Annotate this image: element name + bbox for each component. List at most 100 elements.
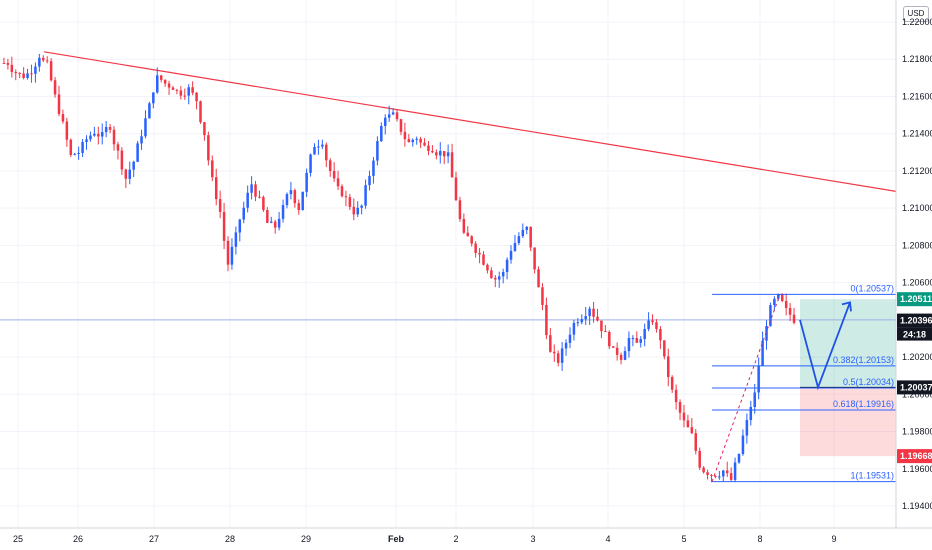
candle-body[interactable] bbox=[242, 207, 245, 220]
candle-body[interactable] bbox=[415, 138, 418, 140]
candle-body[interactable] bbox=[104, 127, 108, 133]
candle-body[interactable] bbox=[207, 135, 210, 161]
candle-body[interactable] bbox=[454, 177, 458, 201]
candle-body[interactable] bbox=[490, 270, 493, 278]
candle-body[interactable] bbox=[572, 322, 576, 335]
candle-body[interactable] bbox=[478, 252, 481, 255]
candle-body[interactable] bbox=[368, 175, 371, 186]
candle-body[interactable] bbox=[773, 298, 776, 306]
candle-body[interactable] bbox=[784, 301, 788, 308]
candle-body[interactable] bbox=[395, 112, 399, 120]
candle-body[interactable] bbox=[450, 152, 454, 178]
candle-body[interactable] bbox=[733, 462, 737, 480]
candle-body[interactable] bbox=[183, 95, 187, 97]
candle-body[interactable] bbox=[140, 136, 143, 144]
candle-body[interactable] bbox=[600, 320, 603, 332]
candle-body[interactable] bbox=[576, 322, 580, 324]
candle-body[interactable] bbox=[30, 73, 33, 75]
candle-body[interactable] bbox=[788, 307, 792, 315]
candle-body[interactable] bbox=[749, 406, 753, 421]
candle-body[interactable] bbox=[285, 194, 289, 206]
candle-body[interactable] bbox=[639, 339, 642, 343]
candle-body[interactable] bbox=[163, 79, 167, 84]
candle-body[interactable] bbox=[269, 221, 273, 223]
candle-body[interactable] bbox=[619, 354, 623, 360]
candle-body[interactable] bbox=[659, 328, 662, 341]
candle-body[interactable] bbox=[753, 392, 756, 407]
candle-body[interactable] bbox=[765, 326, 768, 341]
candle-body[interactable] bbox=[517, 236, 521, 244]
candle-body[interactable] bbox=[100, 132, 104, 137]
candle-body[interactable] bbox=[289, 190, 293, 195]
candle-body[interactable] bbox=[631, 337, 635, 339]
candle-body[interactable] bbox=[615, 347, 619, 355]
candle-body[interactable] bbox=[769, 305, 772, 327]
candle-body[interactable] bbox=[725, 470, 729, 474]
candle-body[interactable] bbox=[553, 351, 556, 354]
candle-body[interactable] bbox=[234, 232, 238, 247]
candle-body[interactable] bbox=[537, 269, 540, 288]
candle-body[interactable] bbox=[391, 112, 395, 115]
candle-body[interactable] bbox=[387, 114, 391, 118]
candle-body[interactable] bbox=[124, 169, 128, 179]
candle-body[interactable] bbox=[159, 75, 163, 80]
candle-body[interactable] bbox=[356, 207, 359, 215]
candle-body[interactable] bbox=[211, 160, 214, 178]
candle-body[interactable] bbox=[22, 73, 25, 78]
candle-body[interactable] bbox=[564, 342, 568, 349]
candle-body[interactable] bbox=[545, 304, 548, 336]
candle-body[interactable] bbox=[651, 320, 654, 323]
candle-body[interactable] bbox=[792, 314, 796, 323]
candle-body[interactable] bbox=[674, 389, 678, 403]
candle-body[interactable] bbox=[698, 450, 701, 468]
candle-body[interactable] bbox=[482, 254, 485, 265]
candle-body[interactable] bbox=[258, 196, 261, 198]
candle-body[interactable] bbox=[254, 184, 257, 197]
candle-body[interactable] bbox=[560, 348, 564, 363]
candle-body[interactable] bbox=[305, 172, 308, 192]
candle-body[interactable] bbox=[222, 211, 226, 241]
candle-body[interactable] bbox=[694, 433, 698, 451]
candle-body[interactable] bbox=[34, 66, 37, 74]
candle-body[interactable] bbox=[325, 144, 328, 161]
candle-body[interactable] bbox=[757, 365, 760, 393]
candle-body[interactable] bbox=[407, 139, 411, 143]
candle-body[interactable] bbox=[65, 121, 69, 140]
candle-body[interactable] bbox=[556, 353, 560, 363]
candle-body[interactable] bbox=[777, 294, 780, 299]
candle-body[interactable] bbox=[380, 126, 383, 142]
candle-body[interactable] bbox=[549, 335, 552, 352]
stop-loss-zone[interactable] bbox=[800, 387, 896, 457]
candle-body[interactable] bbox=[737, 454, 741, 463]
candle-body[interactable] bbox=[69, 139, 73, 155]
candle-body[interactable] bbox=[372, 160, 375, 176]
candle-body[interactable] bbox=[458, 200, 462, 219]
candle-body[interactable] bbox=[435, 152, 438, 156]
candle-body[interactable] bbox=[97, 133, 100, 137]
candle-body[interactable] bbox=[635, 337, 639, 343]
candle-body[interactable] bbox=[262, 197, 265, 211]
candle-body[interactable] bbox=[218, 199, 222, 212]
candle-body[interactable] bbox=[297, 203, 301, 211]
candle-body[interactable] bbox=[171, 87, 175, 90]
candle-body[interactable] bbox=[348, 197, 352, 207]
candle-body[interactable] bbox=[93, 133, 96, 136]
candle-body[interactable] bbox=[195, 92, 198, 102]
candle-body[interactable] bbox=[238, 219, 242, 233]
candle-body[interactable] bbox=[584, 316, 587, 320]
candle-body[interactable] bbox=[710, 474, 713, 476]
candle-body[interactable] bbox=[470, 236, 473, 244]
candle-body[interactable] bbox=[588, 308, 591, 317]
candle-body[interactable] bbox=[332, 170, 336, 179]
candle-body[interactable] bbox=[77, 152, 80, 154]
candle-body[interactable] bbox=[49, 61, 53, 81]
candle-body[interactable] bbox=[246, 192, 249, 208]
candle-body[interactable] bbox=[360, 205, 363, 208]
candle-body[interactable] bbox=[250, 184, 253, 193]
candle-body[interactable] bbox=[741, 435, 745, 455]
candle-body[interactable] bbox=[38, 57, 41, 67]
take-profit-zone[interactable] bbox=[800, 299, 896, 388]
candle-body[interactable] bbox=[352, 206, 356, 215]
projected-path-line[interactable] bbox=[799, 302, 851, 391]
